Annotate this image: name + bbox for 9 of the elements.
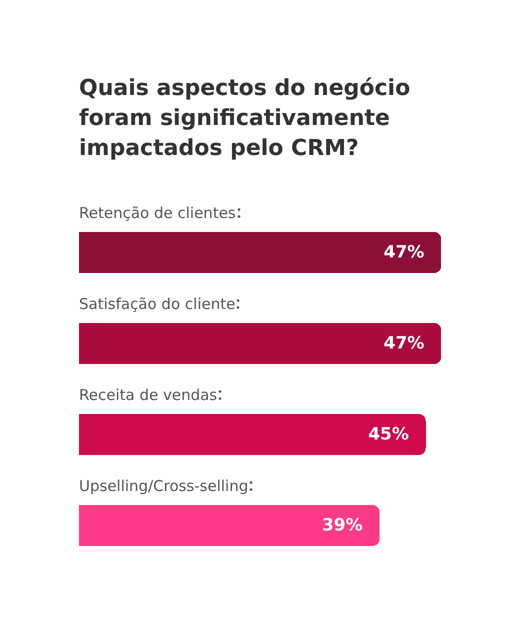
y-tick-label: Upselling/Cross-selling	[79, 476, 250, 496]
data-label: 47%	[384, 242, 424, 262]
data-label: 39%	[322, 516, 363, 536]
y-tick-label: Retenção de clientes	[79, 202, 237, 222]
data-label: 47%	[384, 334, 424, 354]
data-label: 45%	[368, 424, 409, 445]
y-tick-label: Satisfação do cliente	[79, 294, 236, 314]
chart-title: Quais aspectos do negócio foram significativamente impactados pelo CRM?	[79, 75, 412, 163]
y-tick-label: Receita de vendas	[79, 384, 218, 404]
